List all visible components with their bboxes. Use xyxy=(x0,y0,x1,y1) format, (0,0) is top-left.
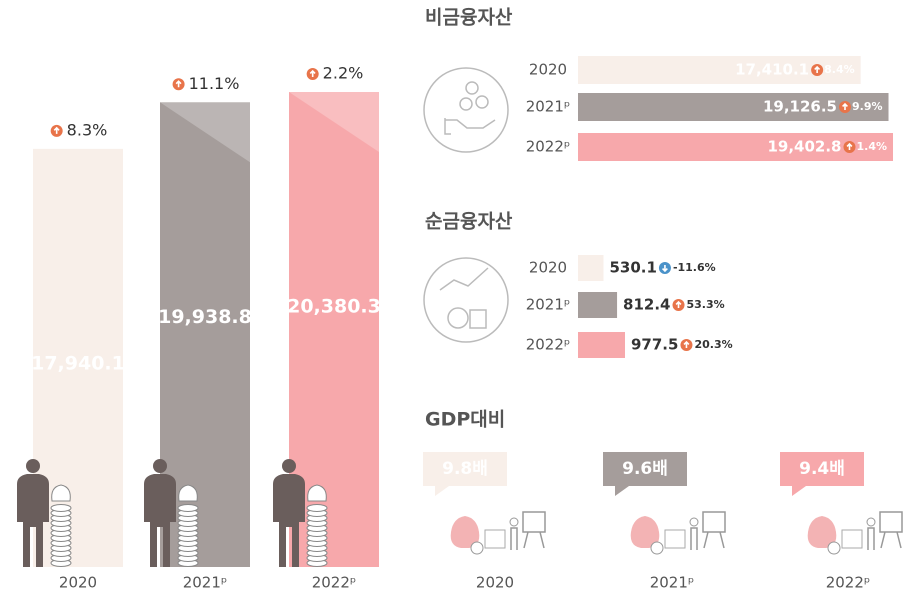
value-label: 19,938.8 xyxy=(158,306,252,328)
value-label: 530.1 xyxy=(609,259,656,277)
growth-arrow xyxy=(309,69,316,77)
bar xyxy=(578,332,625,358)
growth-arrow xyxy=(661,265,668,273)
growth-label: 9.9% xyxy=(852,100,883,113)
growth-arrow xyxy=(175,80,182,88)
y-tick-label: 2022ᵖ xyxy=(526,138,571,156)
value-label: 17,940.1 xyxy=(31,352,125,374)
coin xyxy=(50,504,72,512)
growth-label: -11.6% xyxy=(673,261,716,274)
growth-arrow xyxy=(675,300,682,308)
bar-shade xyxy=(289,92,379,152)
callout-box xyxy=(423,452,507,496)
person-icon xyxy=(144,474,176,567)
growth-arrow xyxy=(53,126,60,134)
growth-label: 8.3% xyxy=(67,120,108,139)
money-icon xyxy=(807,516,837,548)
title: GDP대비 xyxy=(425,409,505,431)
growth-arrow xyxy=(842,102,848,110)
percent-icon xyxy=(470,541,484,555)
person-icon xyxy=(273,474,305,567)
asset-icon xyxy=(423,67,509,343)
presenter-head xyxy=(689,517,699,527)
title: 순금융자산 xyxy=(425,211,513,233)
coin-icon xyxy=(841,529,863,549)
value-label: 19,126.5 xyxy=(763,98,837,116)
x-tick-label: 2021ᵖ xyxy=(183,574,228,592)
x-tick-label: 2022ᵖ xyxy=(826,574,871,592)
y-tick-label: 2021ᵖ xyxy=(526,296,571,314)
title: 비금융자산 xyxy=(425,7,513,29)
person-head xyxy=(282,459,296,473)
growth-label: 1.4% xyxy=(856,140,887,153)
x-tick-label: 2020 xyxy=(59,574,97,592)
growth-arrow xyxy=(846,142,853,150)
percent-icon xyxy=(827,541,841,555)
value-label: 9.8배 xyxy=(442,459,488,479)
bar xyxy=(578,93,889,121)
x-tick-label: 2021ᵖ xyxy=(650,574,695,592)
money-icon xyxy=(630,516,660,548)
growth-label: 8.4% xyxy=(824,63,855,76)
growth-arrow xyxy=(683,340,690,348)
y-tick-label: 2022ᵖ xyxy=(526,336,571,354)
callout-box xyxy=(603,452,687,496)
coin xyxy=(177,504,199,512)
value-label: 20,380.3 xyxy=(287,296,381,318)
callout-box xyxy=(780,452,864,496)
presenter-icon xyxy=(867,511,903,550)
growth-label: 11.1% xyxy=(189,74,240,93)
presenter-icon xyxy=(510,511,546,550)
money-bag xyxy=(178,484,198,502)
x-tick-label: 2020 xyxy=(476,574,514,592)
value-label: 17,410.1 xyxy=(735,61,809,79)
growth-arrow xyxy=(814,65,821,73)
person-icon xyxy=(17,474,49,567)
value-label: 9.6배 xyxy=(622,459,668,479)
y-tick-label: 2020 xyxy=(529,259,567,277)
bar xyxy=(578,133,893,161)
person-head xyxy=(26,459,40,473)
coin-icon xyxy=(664,529,686,549)
growth-label: 2.2% xyxy=(323,64,364,83)
presenter-head xyxy=(509,517,519,527)
y-tick-label: 2020 xyxy=(529,61,567,79)
value-label: 812.4 xyxy=(623,296,670,314)
presenter-head xyxy=(866,517,876,527)
percent-icon xyxy=(650,541,664,555)
coin xyxy=(306,504,328,512)
value-label: 19,402.8 xyxy=(767,138,841,156)
growth-label: 20.3% xyxy=(694,338,732,351)
bar xyxy=(578,292,618,318)
money-bag xyxy=(51,484,71,502)
growth-label: 53.3% xyxy=(687,298,725,311)
x-tick-label: 2022ᵖ xyxy=(312,574,357,592)
y-tick-label: 2021ᵖ xyxy=(526,98,571,116)
person-head xyxy=(153,459,167,473)
bar xyxy=(578,255,604,281)
value-label: 9.4배 xyxy=(799,459,845,479)
bar-shade xyxy=(160,102,250,163)
money-bag xyxy=(307,484,327,502)
money-icon xyxy=(450,516,480,548)
presenter-icon xyxy=(690,511,726,550)
value-label: 977.5 xyxy=(631,336,678,354)
coin-icon xyxy=(484,529,506,549)
